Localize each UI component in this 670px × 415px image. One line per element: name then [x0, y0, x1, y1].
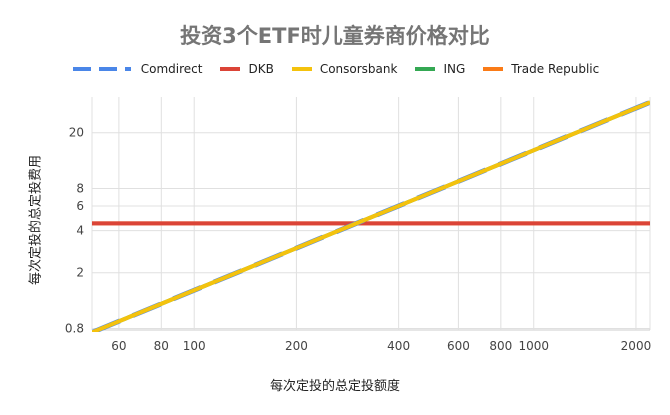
tick-labels: 60 80 100 200 400 600 800 1000 2000 0.8 2 4 6 8 20 [65, 126, 651, 353]
x-tick-2000: 2000 [621, 339, 652, 353]
grid-lines [91, 97, 651, 331]
x-tick-100: 100 [183, 339, 206, 353]
legend-item-comdirect[interactable]: Comdirect [71, 62, 203, 76]
y-tick-8: 8 [76, 181, 84, 195]
y-tick-4: 4 [76, 224, 84, 238]
x-tick-60: 60 [111, 339, 126, 353]
legend-swatch-comdirect [72, 67, 131, 71]
x-tick-600: 600 [447, 339, 470, 353]
x-tick-400: 400 [387, 339, 410, 353]
y-tick-20: 20 [69, 126, 84, 140]
x-tick-800: 800 [489, 339, 512, 353]
series-lines [92, 99, 650, 332]
legend-label-dkb: DKB [248, 62, 274, 76]
series-line-consorsbank [92, 100, 650, 332]
chart-title: 投资3个ETF时儿童券商价格对比 [180, 24, 490, 48]
legend-swatch-ing [415, 67, 436, 71]
y-tick-0.8: 0.8 [65, 321, 84, 335]
legend-swatch-consorsbank [291, 67, 312, 71]
legend-label-consorsbank: Consorsbank [319, 62, 398, 76]
legend-swatch-dkb [220, 67, 241, 71]
y-axis-label: 每次定投的总定投费用 [28, 154, 44, 286]
legend-label-trade-republic: Trade Republic [511, 62, 600, 76]
y-tick-6: 6 [76, 199, 84, 213]
legend-label-ing: ING [443, 62, 466, 76]
x-tick-80: 80 [154, 339, 169, 353]
chart-legend: Comdirect DKB Consorsbank ING Trade Repu… [0, 62, 670, 76]
y-tick-2: 2 [76, 266, 84, 280]
legend-swatch-trade-republic [483, 67, 504, 71]
x-axis-label: 每次定投的总定投额度 [269, 379, 400, 394]
x-tick-1000: 1000 [518, 339, 549, 353]
legend-item-dkb[interactable]: DKB [220, 62, 274, 76]
legend-item-trade-republic[interactable]: Trade Republic [483, 62, 599, 76]
x-tick-200: 200 [285, 339, 308, 353]
legend-item-ing[interactable]: ING [415, 62, 465, 76]
legend-item-consorsbank[interactable]: Consorsbank [291, 62, 398, 76]
legend-label-comdirect: Comdirect [140, 62, 203, 76]
